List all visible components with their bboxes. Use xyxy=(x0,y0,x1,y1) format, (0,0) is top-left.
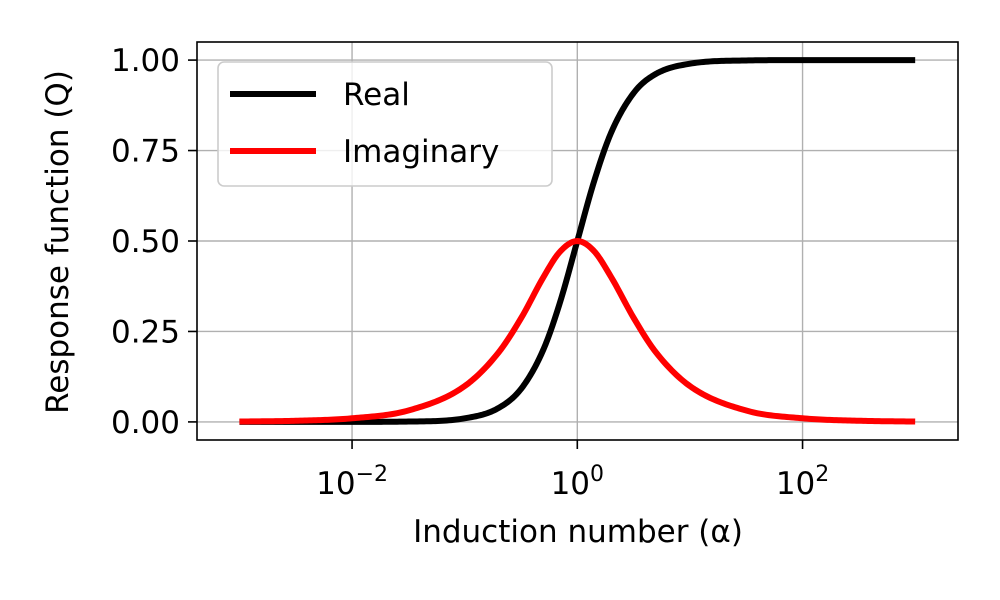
x-tick-label: 102 xyxy=(776,462,829,502)
x-tick-exponent: 2 xyxy=(815,462,829,487)
y-tick-label: 0.75 xyxy=(111,134,180,170)
y-tick-label: 1.00 xyxy=(111,43,180,79)
legend: Real Imaginary xyxy=(217,61,553,187)
legend-label-real: Real xyxy=(343,77,410,113)
x-tick-label: 10−2 xyxy=(316,462,388,502)
x-tick-exponent: 0 xyxy=(590,462,604,487)
x-axis: 10−2 100 102 xyxy=(316,440,829,502)
x-tick-base: 10 xyxy=(316,466,355,502)
x-tick-base: 10 xyxy=(776,466,815,502)
x-axis-label: Induction number (α) xyxy=(413,514,743,550)
series-line-imaginary xyxy=(238,238,916,425)
x-tick-label: 100 xyxy=(551,462,604,502)
y-axis: 0.00 0.25 0.50 0.75 1.00 xyxy=(111,43,197,441)
series-lines xyxy=(238,57,916,425)
y-tick-label: 0.25 xyxy=(111,314,180,350)
y-axis-label: Response function (Q) xyxy=(40,70,76,414)
y-tick-label: 0.50 xyxy=(111,224,180,260)
legend-label-imaginary: Imaginary xyxy=(343,134,499,170)
x-tick-base: 10 xyxy=(551,466,590,502)
y-tick-label: 0.00 xyxy=(111,405,180,441)
x-tick-exponent: −2 xyxy=(356,462,388,487)
